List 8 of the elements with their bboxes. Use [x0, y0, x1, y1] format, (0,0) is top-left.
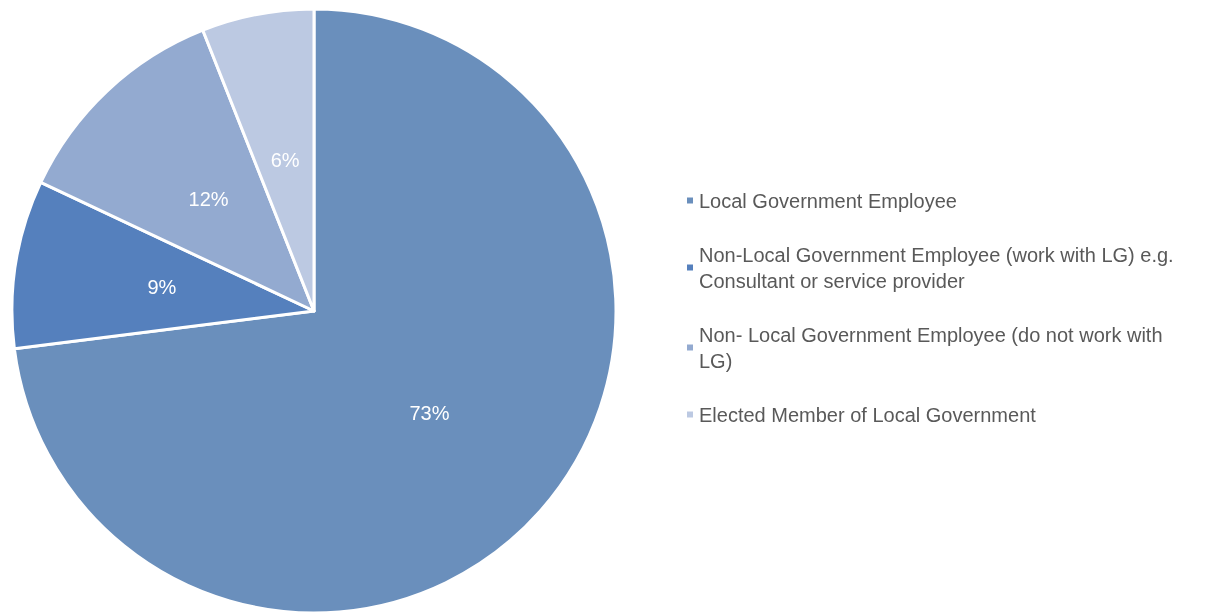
data-label: 9% [147, 275, 177, 298]
legend-label: Local Government Employee [699, 189, 957, 212]
legend-label: Non-Local Government Employee (work with LG) e.g. Consultant or service provider [699, 243, 1180, 292]
data-label: 73% [409, 401, 450, 424]
data-label: 6% [270, 148, 300, 171]
legend-label: Non- Local Government Employee (do not work with LG) [699, 323, 1169, 372]
data-label: 12% [188, 187, 229, 210]
legend-label: Elected Member of Local Government [699, 403, 1037, 426]
